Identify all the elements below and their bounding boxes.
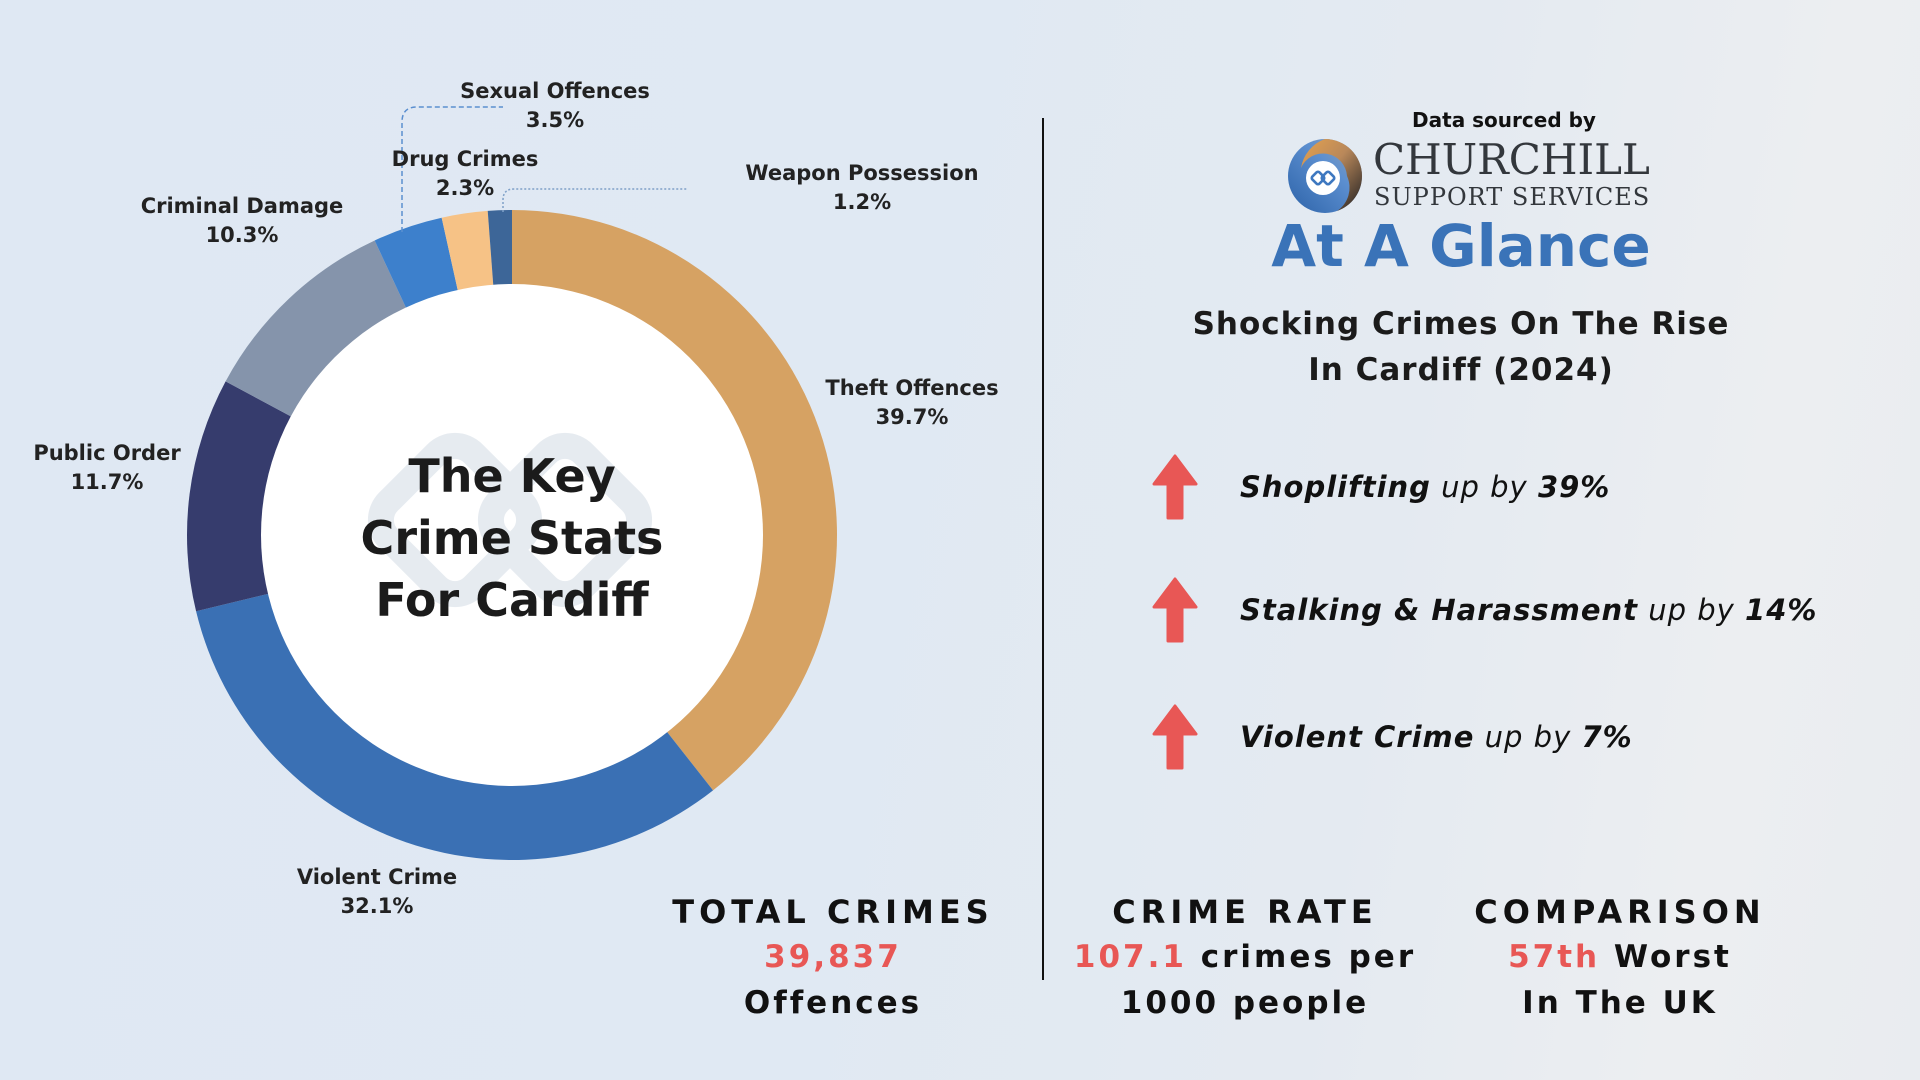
label-pct: 3.5% (525, 108, 585, 132)
center-title-line-2: Crime Stats (360, 511, 664, 565)
stat-value: 39,837 (764, 939, 902, 975)
churchill-logo-icon (1288, 139, 1362, 213)
sexual-offences-leader-line (401, 106, 503, 232)
label-pct: 10.3% (205, 223, 279, 247)
trend-connector: up by (1484, 720, 1572, 754)
trend-connector: up by (1441, 470, 1528, 504)
stat-value-suffix: crimes per (1186, 939, 1417, 975)
label-pct: 11.7% (70, 470, 144, 494)
stat-heading: TOTAL CRIMES (672, 893, 994, 931)
trend-crime: Stalking & Harassment (1240, 593, 1638, 627)
at-a-glance-heading: At A Glance (1271, 212, 1651, 280)
trend-change: 7% (1581, 720, 1633, 754)
stat-value-suffix: Worst (1600, 939, 1732, 975)
trend-change: 14% (1745, 593, 1818, 627)
data-sourced-label: Data sourced by (1412, 108, 1596, 132)
up-arrow-icon (1152, 704, 1198, 770)
label-name: Public Order (33, 441, 181, 465)
weapon-possession-leader-line (502, 188, 688, 212)
donut-center-title: The Key Crime Stats For Cardiff (361, 445, 664, 631)
label-violent-crime: Violent Crime 32.1% (297, 863, 457, 921)
subtitle-line-2: In Cardiff (2024) (1308, 352, 1614, 388)
label-name: Weapon Possession (745, 161, 979, 185)
stat-crime-rate: CRIME RATE 107.1 crimes per 1000 people (1074, 890, 1416, 1026)
center-title-line-3: For Cardiff (375, 573, 649, 627)
label-name: Drug Crimes (391, 147, 539, 171)
up-arrow-icon (1152, 577, 1198, 643)
trend-row-stalking-harassment: Stalking & Harassment up by 14% (1150, 575, 1817, 645)
label-pct: 32.1% (340, 894, 414, 918)
subtitle-line-1: Shocking Crimes On The Rise (1192, 306, 1730, 342)
trend-change: 39% (1537, 470, 1611, 504)
label-pct: 1.2% (832, 190, 892, 214)
label-name: Violent Crime (296, 865, 458, 889)
glance-subtitle: Shocking Crimes On The Rise In Cardiff (… (1193, 301, 1730, 393)
label-sexual-offences: Sexual Offences 3.5% (460, 77, 650, 135)
center-title-line-1: The Key (408, 449, 616, 503)
label-name: Theft Offences (825, 376, 999, 400)
section-divider (1042, 118, 1044, 980)
up-arrow-icon (1152, 454, 1198, 520)
label-drug-crimes: Drug Crimes 2.3% (392, 145, 539, 203)
trend-row-shoplifting: Shoplifting up by 39% (1150, 452, 1610, 522)
stat-unit: Offences (743, 985, 923, 1021)
trend-text: Violent Crime up by 7% (1240, 720, 1633, 754)
stat-value: 57th (1508, 939, 1601, 975)
label-weapon-possession: Weapon Possession 1.2% (745, 159, 978, 217)
watermark-logo-icon (367, 432, 653, 608)
trend-text: Stalking & Harassment up by 14% (1240, 593, 1817, 627)
brand-tagline: SUPPORT SERVICES (1374, 183, 1651, 211)
stat-heading: CRIME RATE (1112, 893, 1378, 931)
stat-unit: In The UK (1522, 985, 1718, 1021)
trend-crime: Violent Crime (1240, 720, 1475, 754)
stat-total-crimes: TOTAL CRIMES 39,837 Offences (672, 890, 993, 1026)
stat-unit: 1000 people (1120, 985, 1370, 1021)
stat-comparison: COMPARISON 57th Worst In The UK (1474, 890, 1765, 1026)
label-name: Sexual Offences (460, 79, 650, 103)
trend-text: Shoplifting up by 39% (1240, 470, 1610, 504)
label-public-order: Public Order 11.7% (33, 439, 180, 497)
brand-name: CHURCHILL (1373, 135, 1650, 184)
label-theft-offences: Theft Offences 39.7% (825, 374, 998, 432)
trend-crime: Shoplifting (1240, 470, 1431, 504)
label-name: Criminal Damage (140, 194, 344, 218)
label-criminal-damage: Criminal Damage 10.3% (141, 192, 344, 250)
stat-heading: COMPARISON (1474, 893, 1766, 931)
trend-connector: up by (1648, 593, 1735, 627)
label-pct: 39.7% (875, 405, 949, 429)
label-pct: 2.3% (435, 176, 495, 200)
stat-value: 107.1 (1073, 939, 1187, 975)
trend-row-violent-crime: Violent Crime up by 7% (1150, 702, 1633, 772)
